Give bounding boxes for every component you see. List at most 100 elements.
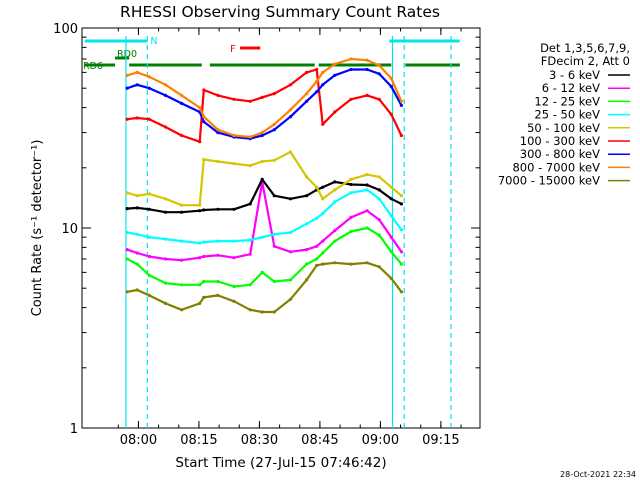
series-point-7-20 [389, 84, 393, 89]
series-point-4-17 [349, 182, 353, 187]
series-point-4-6 [202, 208, 206, 212]
series-point-2-0 [125, 248, 129, 252]
series-point-5-7 [216, 159, 220, 164]
series-point-0-17 [349, 262, 353, 266]
series-point-8-17 [349, 57, 353, 61]
series-point-3-21 [399, 228, 403, 232]
series-point-5-13 [305, 175, 309, 179]
legend-label-1: 6 - 12 keV [542, 81, 600, 95]
series-point-7-12 [288, 115, 293, 119]
series-point-3-5 [198, 241, 202, 245]
series-line-0 [127, 261, 403, 314]
series-point-3-12 [288, 230, 293, 235]
series-point-3-19 [377, 197, 381, 201]
series-point-8-9 [248, 135, 252, 139]
series-point-2-13 [305, 248, 309, 252]
series-point-3-13 [305, 222, 309, 226]
x-tick-label-4: 09:00 [362, 433, 399, 448]
series-point-8-3 [163, 83, 168, 87]
series-point-1-4 [180, 283, 184, 287]
x-axis-label: Start Time (27-Jul-15 07:46:42) [175, 455, 386, 471]
series-point-7-11 [272, 128, 276, 132]
x-tick-label-0: 08:00 [120, 433, 157, 448]
series-point-5-11 [272, 158, 276, 162]
axes: 08:00 08:15 08:30 08:45 09:00 09:15 1 10 100 [53, 22, 480, 448]
series-point-8-1 [135, 70, 139, 74]
series-point-3-3 [163, 237, 168, 241]
series-point-0-15 [321, 262, 325, 266]
y-axis-label: Count Rate (s⁻¹ detector⁻¹) [30, 140, 45, 317]
series-point-3-0 [125, 230, 129, 235]
series-point-6-5 [198, 140, 202, 144]
series-point-1-1 [135, 262, 139, 266]
series-point-5-8 [232, 162, 236, 166]
series-point-7-4 [180, 101, 184, 105]
series-point-2-20 [389, 235, 393, 239]
series-point-7-2 [147, 86, 151, 90]
series-point-0-11 [272, 310, 276, 314]
series-point-4-19 [377, 188, 381, 192]
series-point-8-0 [125, 73, 129, 77]
legend-label-4: 50 - 100 keV [527, 121, 600, 135]
series-point-1-5 [198, 283, 202, 287]
series-point-3-8 [232, 239, 236, 243]
series-point-5-15 [321, 197, 325, 201]
series-point-2-16 [333, 229, 337, 233]
series-point-8-20 [389, 76, 393, 80]
series-point-8-21 [399, 99, 403, 103]
series-point-1-7 [216, 279, 220, 284]
y-tick-label-2: 100 [53, 22, 78, 37]
series-point-2-4 [180, 258, 184, 262]
series-point-3-6 [202, 240, 206, 244]
series-point-6-14 [315, 67, 319, 72]
series-point-0-2 [147, 293, 151, 297]
series-point-2-3 [163, 257, 168, 261]
series-point-6-7 [216, 93, 220, 97]
series-point-4-5 [198, 209, 202, 213]
series-line-2 [126, 180, 403, 262]
series-point-6-16 [333, 110, 337, 114]
series-point-2-9 [248, 252, 252, 256]
series-point-3-7 [216, 239, 220, 243]
series-point-5-16 [333, 188, 337, 192]
series-point-8-10 [260, 131, 264, 135]
series-point-1-12 [288, 278, 293, 282]
series-point-6-6 [202, 88, 206, 92]
series-point-4-4 [180, 210, 184, 214]
saa-lines [125, 36, 452, 428]
series-point-2-21 [399, 250, 403, 254]
series-point-1-17 [349, 229, 353, 234]
series-point-5-3 [163, 197, 168, 201]
series-line-5 [126, 150, 403, 207]
series-point-6-20 [389, 112, 393, 116]
series-line-8 [126, 57, 403, 139]
series-point-7-10 [260, 133, 264, 138]
series-point-8-5 [198, 106, 202, 110]
series-point-6-21 [399, 133, 403, 138]
series-line-7 [126, 68, 403, 140]
series-point-7-3 [163, 93, 168, 97]
series-point-8-11 [272, 122, 276, 126]
legend-label-7: 800 - 7000 keV [512, 160, 600, 174]
series-line-1 [126, 226, 403, 288]
series-point-5-4 [180, 203, 184, 207]
series-point-8-13 [305, 92, 309, 96]
series-point-5-14 [315, 185, 319, 189]
series-point-5-17 [349, 177, 353, 181]
series-point-1-9 [248, 283, 252, 287]
series-point-3-10 [260, 235, 264, 239]
series-point-8-8 [232, 133, 236, 138]
series-point-6-18 [365, 93, 369, 97]
series-point-4-11 [272, 194, 276, 198]
legend-label-6: 300 - 800 keV [520, 147, 600, 161]
series-point-6-0 [125, 117, 129, 121]
series-point-0-21 [399, 290, 403, 294]
series-point-2-18 [365, 209, 369, 213]
series-point-3-17 [349, 191, 353, 195]
legend-label-3: 25 - 50 keV [534, 108, 600, 122]
series-point-8-15 [321, 70, 325, 74]
x-tick-label-3: 08:45 [301, 433, 338, 448]
series-point-1-8 [232, 284, 236, 289]
series-point-0-7 [216, 293, 220, 297]
series-point-4-15 [321, 185, 325, 189]
